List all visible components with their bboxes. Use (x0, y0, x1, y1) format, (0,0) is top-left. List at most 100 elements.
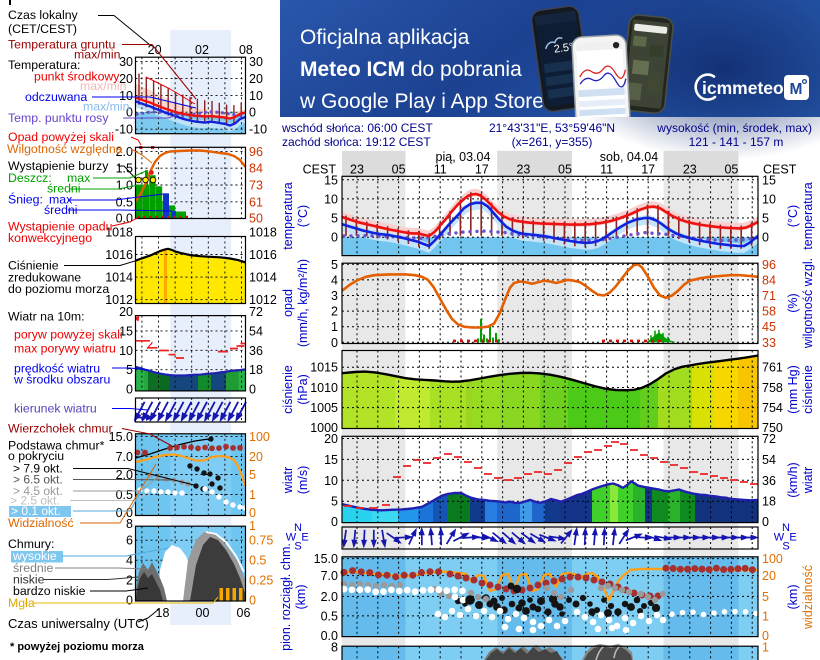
svg-text:06: 06 (237, 606, 251, 620)
svg-text:50: 50 (249, 212, 263, 226)
svg-text:20: 20 (249, 72, 263, 86)
svg-text:1012: 1012 (249, 293, 277, 307)
svg-text:Wystąpienie opadu: Wystąpienie opadu (8, 220, 113, 234)
svg-text:58: 58 (762, 305, 776, 319)
svg-text:0.5: 0.5 (116, 488, 133, 502)
svg-text:10: 10 (324, 474, 338, 488)
svg-text:(hPa): (hPa) (296, 374, 310, 405)
svg-text:Opad powyżej skali: Opad powyżej skali (8, 130, 114, 144)
svg-text:poryw powyżej skali: poryw powyżej skali (14, 328, 123, 342)
svg-text:121 - 141 - 157 m: 121 - 141 - 157 m (689, 135, 784, 149)
svg-text:2.5°: 2.5° (553, 41, 574, 56)
svg-text:0.25: 0.25 (249, 574, 273, 588)
svg-text:> 7.9 okt.: > 7.9 okt. (13, 462, 63, 476)
svg-text:pią, 03.04: pią, 03.04 (436, 150, 491, 164)
svg-text:15: 15 (119, 324, 133, 338)
svg-text:84: 84 (249, 162, 263, 176)
svg-text:zachód słońca: 19:12 CEST: zachód słońca: 19:12 CEST (282, 135, 431, 149)
svg-text:E: E (301, 532, 308, 544)
svg-text:0: 0 (331, 231, 338, 245)
svg-text:96: 96 (762, 258, 776, 272)
svg-text:17: 17 (641, 163, 655, 177)
svg-text:-10: -10 (115, 123, 133, 137)
svg-text:M: M (790, 81, 803, 98)
svg-text:kierunek wiatru: kierunek wiatru (14, 402, 97, 416)
svg-text:> 4.5 okt.: > 4.5 okt. (13, 484, 63, 498)
svg-text:średni: średni (44, 203, 78, 217)
svg-text:prędkość wiatru: prędkość wiatru (14, 362, 100, 376)
svg-text:ciśnienie: ciśnienie (801, 365, 815, 414)
svg-text:100: 100 (762, 552, 783, 566)
svg-text:wilgotność wzgl.: wilgotność wzgl. (801, 258, 815, 349)
svg-text:5: 5 (762, 590, 769, 604)
svg-text:21°43'31"E, 53°59'46"N: 21°43'31"E, 53°59'46"N (489, 121, 615, 135)
svg-text:(%): (%) (786, 293, 800, 312)
svg-text:wiatr: wiatr (801, 467, 815, 494)
svg-text:0: 0 (331, 515, 338, 529)
svg-text:1016: 1016 (105, 248, 133, 262)
svg-text:754: 754 (762, 401, 783, 415)
svg-text:opad: opad (281, 289, 295, 317)
svg-text:72: 72 (249, 305, 263, 319)
svg-text:8: 8 (126, 517, 133, 531)
svg-text:* powyżej poziomu morza: * powyżej poziomu morza (10, 641, 145, 653)
svg-text:Temperatura:: Temperatura: (8, 58, 80, 72)
svg-text:0: 0 (126, 594, 133, 608)
svg-text:1016: 1016 (249, 248, 277, 262)
svg-text:10: 10 (324, 192, 338, 206)
svg-text:max porywy wiatru: max porywy wiatru (14, 342, 116, 356)
svg-text:0.5: 0.5 (116, 195, 133, 209)
svg-text:2.0: 2.0 (116, 145, 133, 159)
svg-text:Wierzchołek chmur: Wierzchołek chmur (8, 422, 113, 436)
svg-text:33: 33 (762, 336, 776, 350)
svg-text:54: 54 (249, 324, 263, 338)
svg-text:05: 05 (558, 163, 572, 177)
svg-text:0: 0 (249, 383, 256, 397)
svg-text:72: 72 (762, 432, 776, 446)
svg-text:84: 84 (762, 273, 776, 287)
svg-text:wysokie: wysokie (12, 549, 57, 563)
svg-text:(m/s): (m/s) (296, 466, 310, 494)
svg-text:w Google Play i App Store: w Google Play i App Store (299, 90, 544, 113)
svg-text:Wilgotność względna: Wilgotność względna (7, 142, 123, 156)
svg-text:1018: 1018 (249, 225, 277, 239)
svg-text:(km): (km) (786, 585, 800, 610)
svg-text:do poziomu morza: do poziomu morza (8, 282, 109, 296)
svg-text:(CET/CEST): (CET/CEST) (8, 22, 77, 36)
svg-text:0: 0 (762, 231, 769, 245)
svg-text:0.5: 0.5 (321, 609, 338, 623)
svg-text:N: N (782, 522, 790, 534)
svg-text:(°C): (°C) (296, 205, 310, 227)
svg-text:1: 1 (762, 609, 769, 623)
svg-text:S: S (782, 541, 789, 553)
svg-text:Deszcz:: Deszcz: (8, 171, 52, 185)
svg-text:o pokryciu: o pokryciu (8, 449, 64, 463)
svg-text:1010: 1010 (310, 381, 338, 395)
svg-text:0: 0 (126, 106, 133, 120)
svg-text:5: 5 (249, 468, 256, 482)
svg-text:15: 15 (762, 173, 776, 187)
svg-text:758: 758 (762, 381, 783, 395)
svg-text:7.0: 7.0 (321, 569, 338, 583)
svg-text:max/min: max/min (83, 100, 130, 114)
svg-text:max: max (49, 193, 73, 207)
svg-text:15: 15 (324, 453, 338, 467)
svg-text:0: 0 (331, 336, 338, 350)
svg-text:0: 0 (762, 629, 769, 643)
svg-text:7.0: 7.0 (116, 450, 133, 464)
svg-text:18: 18 (762, 495, 776, 509)
svg-text:CEST: CEST (303, 163, 337, 177)
svg-text:N: N (294, 522, 302, 534)
svg-text:2: 2 (126, 574, 133, 588)
svg-text:ciśnienie: ciśnienie (281, 365, 295, 414)
svg-text:w środku obszaru: w środku obszaru (13, 373, 111, 387)
svg-text:(mm/h, kg/m²/h): (mm/h, kg/m²/h) (296, 259, 310, 347)
svg-text:1014: 1014 (105, 271, 133, 285)
svg-text:23: 23 (683, 163, 697, 177)
svg-text:konwekcyjnego: konwekcyjnego (8, 231, 92, 245)
svg-text:5: 5 (331, 495, 338, 509)
svg-text:icmmeteo: icmmeteo (702, 78, 784, 98)
svg-text:10: 10 (249, 89, 263, 103)
svg-text:54: 54 (762, 453, 776, 467)
svg-text:1: 1 (249, 488, 256, 502)
